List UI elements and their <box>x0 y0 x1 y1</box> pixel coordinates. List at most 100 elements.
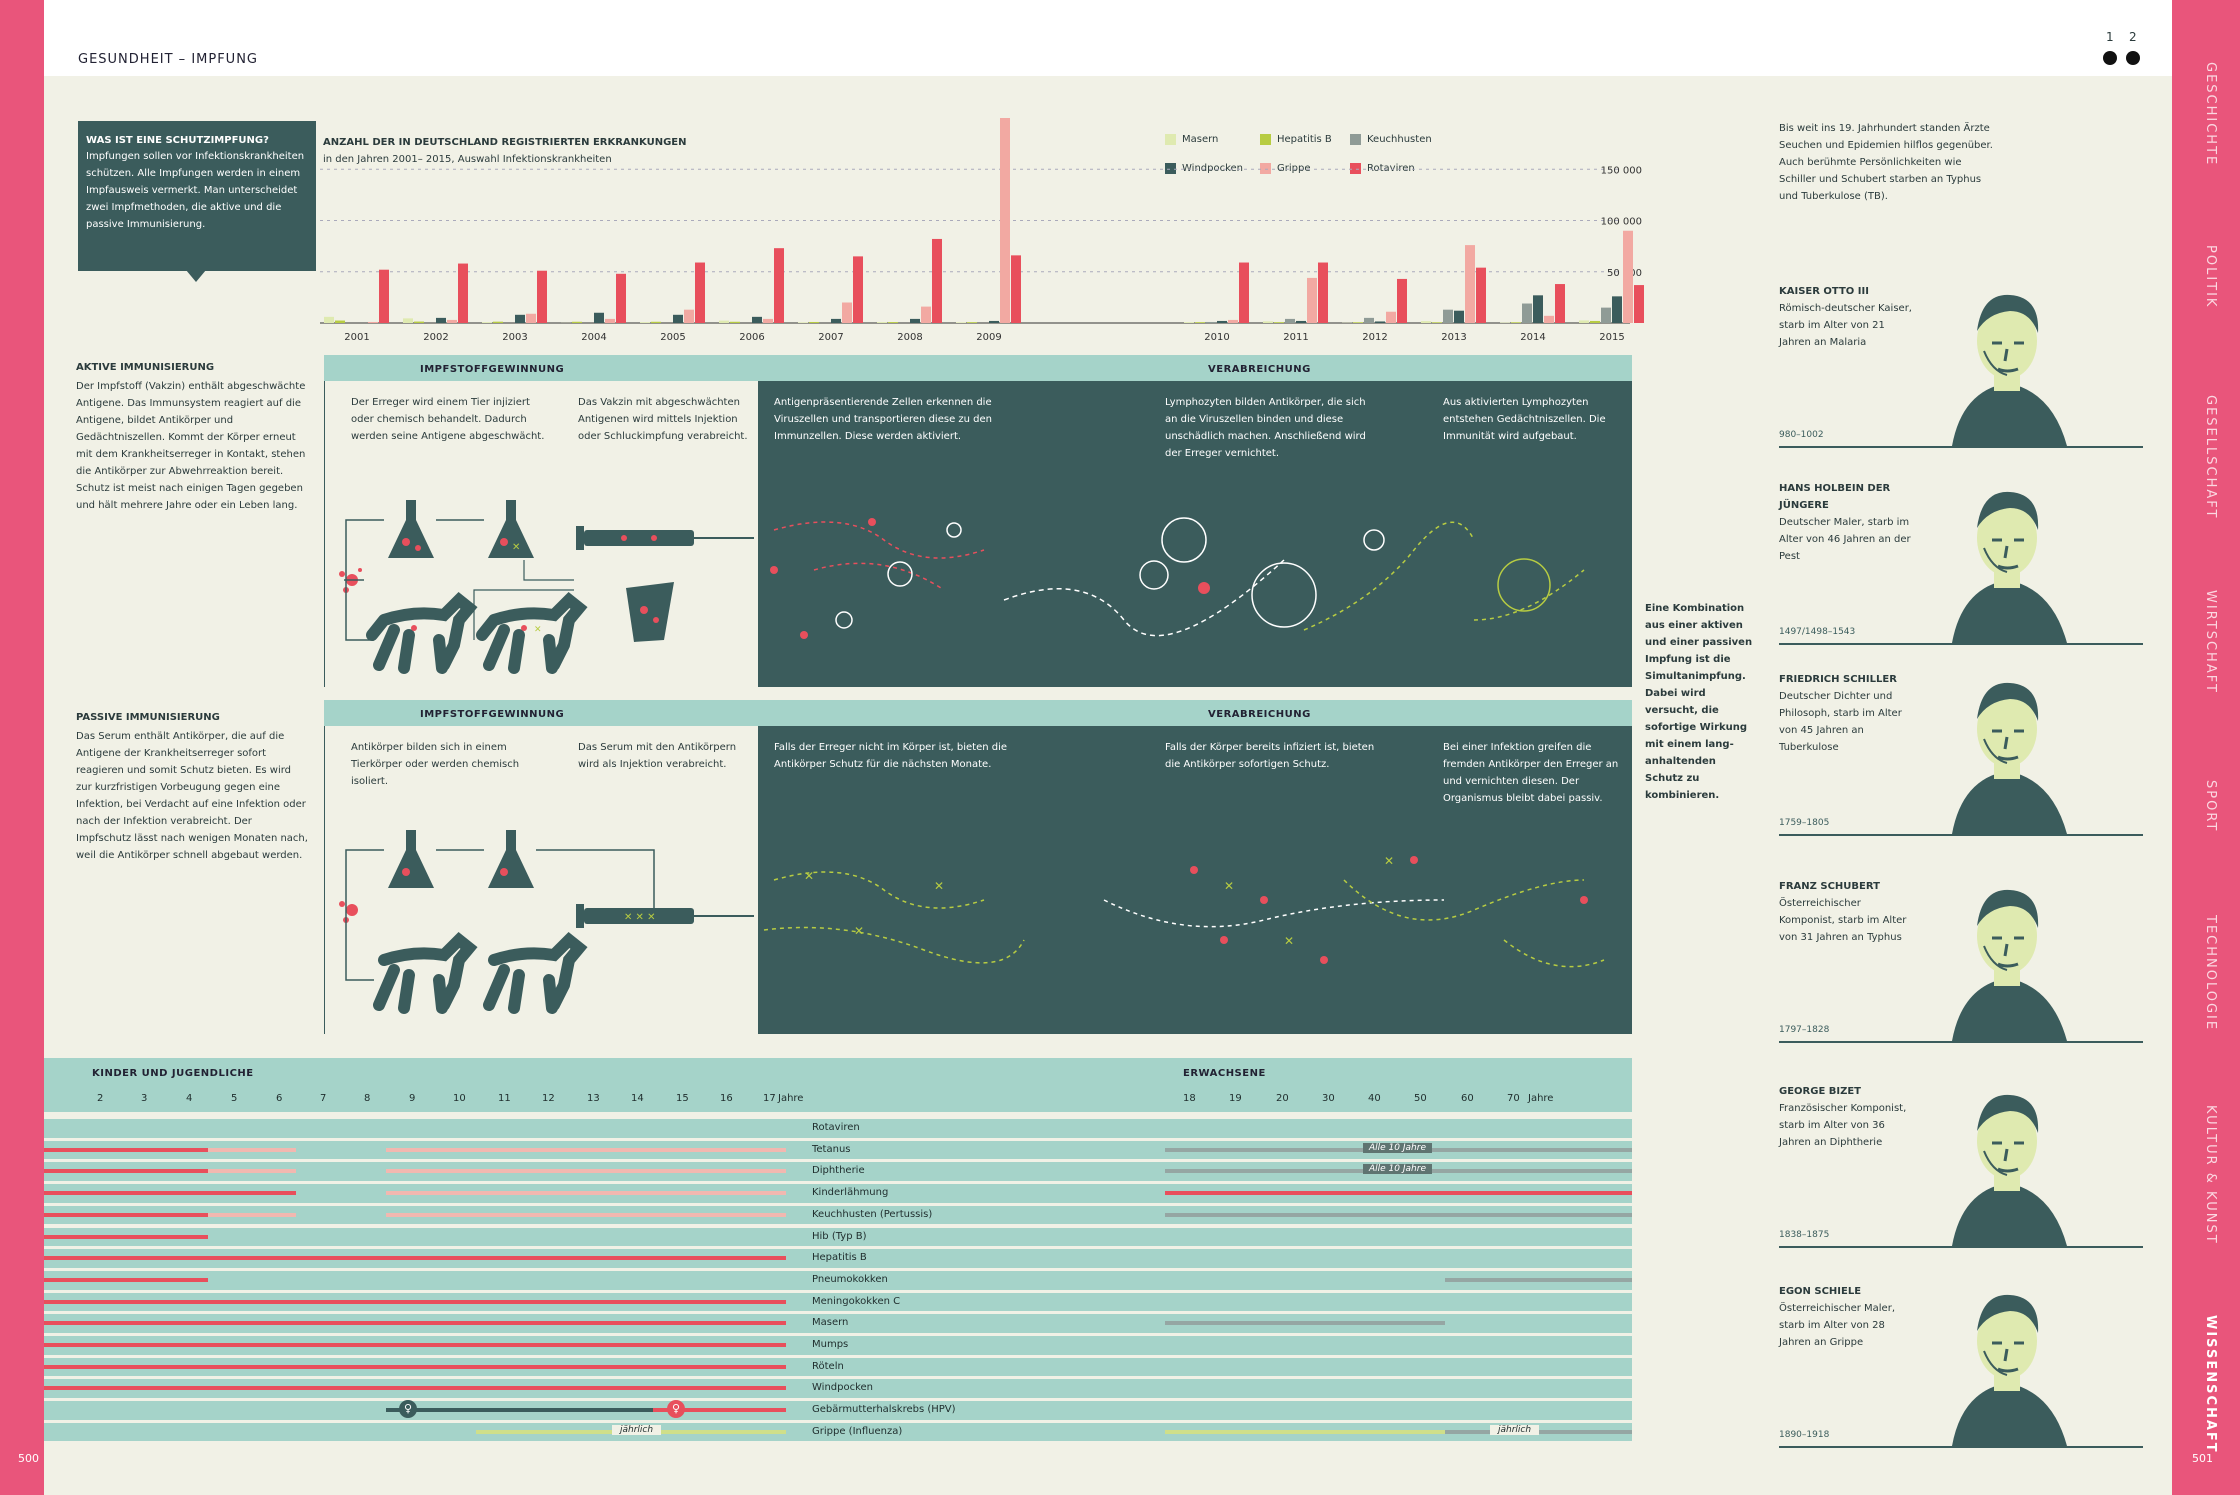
schedule-bar <box>44 1277 208 1282</box>
bar-grippe <box>1544 315 1554 323</box>
bar-grippe <box>605 318 615 323</box>
side-nav-item-sport[interactable]: SPORT <box>2203 780 2218 833</box>
schedule-kid-age: 14 <box>631 1093 644 1104</box>
bar-grippe <box>842 302 852 323</box>
schedule-bar <box>44 1299 786 1304</box>
aktive-text: Der Impfstoff (Vakzin) enthält abgeschwä… <box>76 381 306 511</box>
legend-label: Rotaviren <box>1367 163 1415 174</box>
x-tick-label: 2012 <box>1362 332 1387 343</box>
page-dot-2[interactable] <box>2126 51 2140 65</box>
passive-pathogen-icon <box>339 901 358 923</box>
schedule-adults-title: ERWACHSENE <box>1183 1068 1266 1079</box>
bar-hepatitis-b <box>967 322 977 323</box>
svg-text:✕: ✕ <box>1284 934 1294 948</box>
schedule-adult-age: 70 <box>1507 1093 1520 1104</box>
bar-windpocken <box>1454 310 1464 323</box>
aktive-title: AKTIVE IMMUNISIERUNG <box>76 362 215 373</box>
horse-icon <box>373 931 478 1014</box>
schedule-bar <box>44 1386 786 1391</box>
bar-masern <box>640 322 650 323</box>
bar-windpocken <box>515 314 525 323</box>
bar-windpocken <box>1296 320 1306 323</box>
intro-text: Impfungen sollen vor Infektionskrankheit… <box>86 151 305 230</box>
side-nav-item-wissenschaft[interactable]: WISSENSCHAFT <box>2203 1315 2218 1454</box>
legend-label: Windpocken <box>1182 163 1244 174</box>
legend-label: Masern <box>1182 134 1219 145</box>
bar-windpocken <box>1217 320 1227 323</box>
bar-masern <box>403 318 413 323</box>
passive-production-area <box>324 726 757 1034</box>
schedule-adult-age: 18 <box>1183 1093 1196 1104</box>
schedule-kid-age: 4 <box>186 1093 193 1104</box>
bar-rotaviren <box>695 262 705 323</box>
flask-icon: ✕ <box>488 500 534 558</box>
x-tick-label: 2010 <box>1204 332 1229 343</box>
simultan-note: Eine Kombination aus einer aktiven und e… <box>1645 603 1753 801</box>
svg-text:✕: ✕ <box>1384 854 1394 868</box>
schedule-every10-tag: Alle 10 Jahre <box>1363 1142 1432 1153</box>
passive-title: PASSIVE IMMUNISIERUNG <box>76 712 220 723</box>
schedule-bar <box>44 1364 786 1369</box>
legend-item: Hepatitis B <box>1260 134 1332 145</box>
schedule-vaccine-label: Hepatitis B <box>808 1252 871 1264</box>
bar-hepatitis-b <box>335 320 345 323</box>
schedule-kid-age: 15 <box>676 1093 689 1104</box>
bar-windpocken <box>752 316 762 323</box>
legend-item: Masern <box>1165 134 1218 145</box>
bar-hepatitis-b <box>1195 322 1205 323</box>
schedule-header <box>44 1058 1632 1112</box>
bar-hepatitis-b <box>1590 320 1600 323</box>
schedule-bar <box>44 1343 786 1347</box>
bar-grippe <box>1386 311 1396 323</box>
schedule-kid-age: 5 <box>231 1093 238 1104</box>
person-name: FRIEDRICH SCHILLER <box>1779 674 1897 685</box>
person-portrait-icon <box>1952 682 2067 834</box>
bar-rotaviren <box>1011 255 1021 323</box>
schedule-kid-age: 16 <box>720 1093 733 1104</box>
bar-rotaviren <box>1318 262 1328 323</box>
schedule-vaccine-label: Masern <box>808 1317 853 1329</box>
schedule-adult-age: 19 <box>1229 1093 1242 1104</box>
person-divider <box>1779 1446 2143 1448</box>
schedule-vaccine-label: Windpocken <box>808 1382 878 1394</box>
svg-text:✕: ✕ <box>854 924 864 938</box>
passive-head-right: VERABREICHUNG <box>1208 709 1311 720</box>
intro-box: WAS IST EINE SCHUTZIMPFUNG? Impfungen so… <box>78 121 316 271</box>
bar-rotaviren <box>537 270 547 323</box>
chart-title: ANZAHL DER IN DEUTSCHLAND REGISTRIERTEN … <box>323 137 687 148</box>
intro-title: WAS IST EINE SCHUTZIMPFUNG? <box>86 135 269 146</box>
side-nav-item-wirtschaft[interactable]: WIRTSCHAFT <box>2203 590 2218 694</box>
bar-rotaviren <box>932 238 942 323</box>
schedule-vaccine-label: Diphtherie <box>808 1165 869 1177</box>
person-years: 1497/1498–1543 <box>1779 627 1856 637</box>
schedule-vaccine-label: Gebärmutterhalskrebs (HPV) <box>808 1404 960 1416</box>
side-nav-item-gesellschaft[interactable]: GESELLSCHAFT <box>2203 395 2218 520</box>
page-dot-1[interactable] <box>2103 51 2117 65</box>
person-name: EGON SCHIELE <box>1779 1286 1862 1297</box>
schedule-bar <box>44 1169 208 1174</box>
bar-masern <box>324 316 334 323</box>
legend-swatch <box>1350 163 1361 174</box>
side-nav-item-geschichte[interactable]: GESCHICHTE <box>2203 62 2218 167</box>
schedule-yearly-tag: jährlich <box>1490 1424 1540 1435</box>
svg-text:✕ ✕ ✕: ✕ ✕ ✕ <box>624 912 656 923</box>
side-nav-item-politik[interactable]: POLITIK <box>2203 245 2218 309</box>
bar-masern <box>1263 321 1273 323</box>
bar-keuchhusten <box>1285 318 1295 323</box>
schedule-adult-age: 50 <box>1414 1093 1427 1104</box>
schedule-adult-age: 60 <box>1461 1093 1474 1104</box>
bar-windpocken <box>910 318 920 323</box>
person-divider <box>1779 1246 2143 1248</box>
schedule-bar <box>1165 1212 1632 1217</box>
bar-hepatitis-b <box>493 321 503 323</box>
side-nav-item-technologie[interactable]: TECHNOLOGIE <box>2203 915 2218 1032</box>
bar-rotaviren <box>379 269 389 323</box>
person-name: HANS HOLBEIN DER JÜNGERE <box>1779 483 1891 511</box>
person-years: 1759–1805 <box>1779 818 1830 828</box>
side-nav-item-kultur-kunst[interactable]: KULTUR & KUNST <box>2203 1105 2218 1245</box>
schedule-bar <box>386 1408 653 1413</box>
person-description: Deutscher Maler, starb im Alter von 46 J… <box>1779 517 1911 562</box>
x-tick-label: 2014 <box>1520 332 1545 343</box>
x-tick-label: 2015 <box>1599 332 1624 343</box>
